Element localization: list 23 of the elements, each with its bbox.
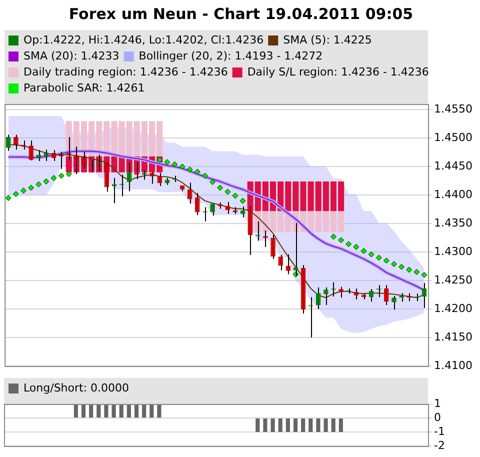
legend-label: Long/Short: 0.0000 [24, 381, 130, 394]
y-tick-label: 1.4550 [434, 102, 472, 116]
legend-label: SMA (5): 1.4225 [283, 33, 372, 46]
y-tick-label: 1.4350 [434, 216, 472, 230]
legend-label: Op:1.4222, Hi:1.4246, Lo:1.4202, Cl:1.4236 [24, 33, 264, 46]
y-tick-label: 1.4450 [434, 160, 472, 173]
legend-label: Parabolic SAR: 1.4261 [24, 81, 145, 94]
y-tick-label: 1.4200 [434, 302, 472, 315]
y-tick-label: 1.4400 [434, 188, 472, 201]
y-tick-label: 1.4300 [434, 244, 472, 258]
y-tick-label: -2 [434, 438, 445, 452]
legend-label: Daily S/L region: 1.4236 - 1.4236 [247, 65, 429, 78]
y-tick-label: 1 [434, 396, 441, 410]
legend-label: Bollinger (20, 2): 1.4193 - 1.4272 [138, 49, 323, 62]
legend-label: SMA (20): 1.4233 [24, 49, 120, 62]
legend-label: Daily trading region: 1.4236 - 1.4236 [24, 65, 228, 78]
chart-title: Forex um Neun - Chart 19.04.2011 09:05 [68, 4, 414, 23]
y-tick-label: 1.4500 [434, 131, 472, 144]
y-tick-label: 0 [434, 410, 441, 424]
y-tick-label: 1.4150 [434, 330, 472, 344]
y-tick-label: -1 [434, 424, 445, 438]
y-tick-label: 1.4250 [434, 273, 472, 286]
y-tick-label: 1.4100 [434, 358, 472, 372]
